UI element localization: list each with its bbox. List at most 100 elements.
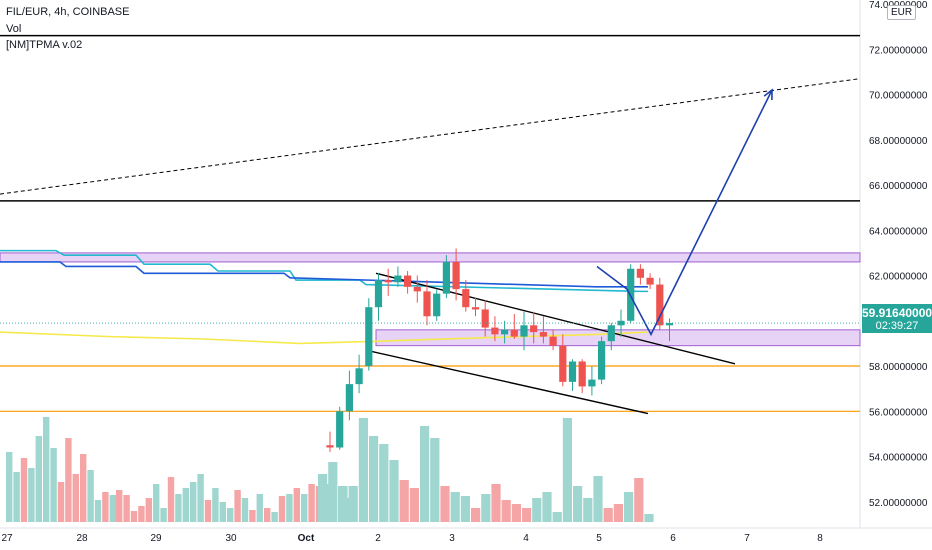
candle-body [646, 277, 654, 285]
current-price-tag: 59.91640000 02:39:27 [862, 304, 932, 333]
volume-bar [532, 498, 542, 522]
upper-zone [0, 252, 861, 263]
candle-body [520, 325, 528, 337]
volume-bar [116, 490, 123, 522]
volume-bar [182, 488, 189, 522]
candle-body [452, 261, 460, 290]
cyan-ma [0, 249, 648, 293]
volume-bar [399, 480, 409, 522]
volume-bar [369, 436, 379, 522]
volume-bar [43, 417, 50, 522]
volume-bar [190, 482, 197, 522]
volume-bar [212, 488, 219, 522]
candle-body [510, 329, 518, 337]
x-tick-label: 8 [817, 533, 823, 544]
volume-bar [138, 506, 145, 522]
volume-bar [562, 418, 572, 522]
candle-body [539, 332, 547, 337]
volume-bar [227, 508, 234, 522]
volume-bar [583, 498, 593, 522]
candle-countdown: 02:39:27 [875, 320, 919, 332]
x-tick-label: 27 [1, 533, 13, 544]
candle-body [433, 293, 441, 317]
volume-bar [634, 478, 644, 522]
volume-bar [145, 498, 152, 522]
volume-bar [87, 470, 94, 522]
volume-bar [338, 486, 348, 522]
candle-body [491, 327, 499, 335]
candle-body [607, 325, 615, 342]
y-tick-label: 62.00000000 [869, 272, 928, 283]
x-tick-label: 30 [225, 533, 237, 544]
volume-bar [35, 436, 42, 522]
volume-bar [20, 458, 28, 522]
volume-bar [542, 492, 552, 522]
volume-bar [28, 468, 35, 522]
volume-bar [379, 444, 389, 522]
channel-top [375, 272, 736, 365]
x-tick-label: 2 [375, 533, 381, 544]
candle-body [394, 275, 402, 283]
volume-bar [481, 494, 491, 522]
volume-bar [491, 484, 501, 522]
candle-body [598, 341, 606, 380]
x-tick-label: 28 [76, 533, 88, 544]
volume-bar [603, 508, 613, 522]
volume-bar [293, 488, 300, 522]
indicator-legend[interactable]: [NM]TPMA v.02 [6, 39, 83, 51]
currency-badge[interactable]: EUR [887, 5, 917, 20]
long-dashed-trend [0, 78, 861, 195]
volume-bar [6, 452, 13, 522]
candle-body [345, 384, 353, 412]
yellow-ma [0, 331, 649, 345]
volume-bar [286, 494, 293, 522]
y-tick-label: 72.00000000 [869, 45, 928, 56]
volume-bar [440, 486, 450, 522]
y-tick-label: 66.00000000 [869, 181, 928, 192]
x-tick-label: 3 [449, 533, 455, 544]
current-price: 59.91640000 [862, 306, 932, 320]
volume-bar [624, 492, 634, 522]
volume-bar [249, 510, 256, 522]
candle-body [384, 280, 392, 283]
volume-bar [328, 462, 338, 522]
volume-bar [234, 490, 241, 522]
volume-bar [197, 474, 204, 522]
volume-bar [50, 448, 57, 522]
x-tick-label: 29 [150, 533, 162, 544]
volume-bar [358, 418, 368, 522]
symbol-legend[interactable]: FIL/EUR, 4h, COINBASE [6, 6, 130, 18]
y-tick-label: 52.00000000 [869, 498, 928, 509]
projection-arrow [596, 89, 773, 337]
volume-bar [80, 454, 87, 522]
volume-bar [109, 495, 116, 522]
volume-bar [204, 500, 212, 522]
y-tick-label: 54.00000000 [869, 453, 928, 464]
volume-bar [460, 496, 470, 522]
candle-body [374, 280, 383, 308]
volume-bar [72, 474, 79, 522]
candle-body [442, 261, 450, 294]
volume-bar [167, 477, 175, 522]
y-tick-label: 64.00000000 [869, 226, 928, 237]
volume-bar [102, 492, 109, 522]
volume-legend[interactable]: Vol [6, 23, 22, 35]
volume-bar [348, 486, 358, 522]
candle-body [559, 345, 567, 382]
x-tick-label: Oct [298, 533, 315, 544]
candle-body [462, 289, 470, 308]
candle-body [413, 286, 421, 292]
blue-ma [0, 261, 648, 288]
volume-bar [613, 504, 623, 522]
volume-bar [552, 512, 562, 522]
x-tick-label: 4 [523, 533, 529, 544]
candle-body [665, 323, 674, 326]
candle-body [588, 379, 596, 387]
volume-bar [153, 484, 160, 522]
volume-bar [389, 460, 399, 522]
volume-bar [522, 508, 532, 522]
volume-bar [501, 500, 511, 522]
volume-bar [450, 492, 460, 522]
